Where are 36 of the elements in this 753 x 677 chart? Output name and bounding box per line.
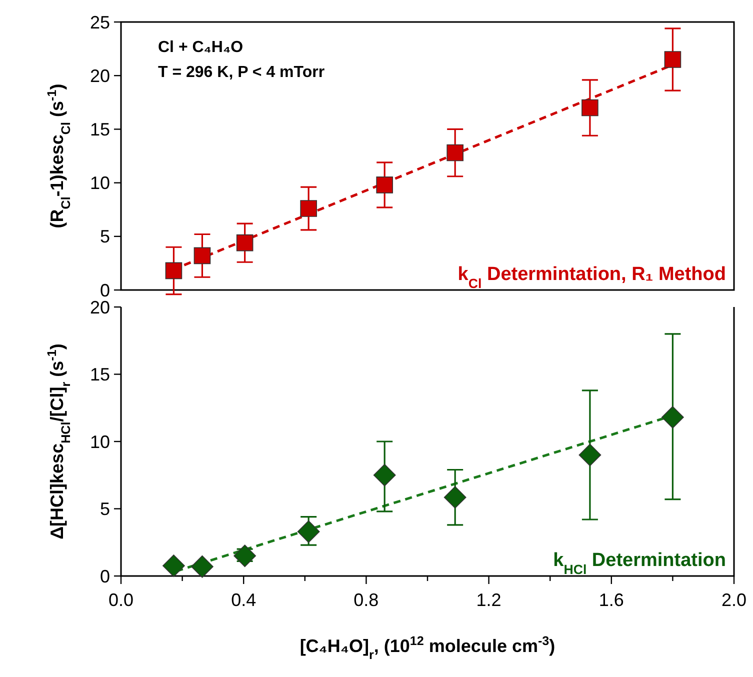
y-tick-label: 15 <box>90 364 110 385</box>
annotation: T = 296 K, P < 4 mTorr <box>158 64 325 81</box>
y-tick-label: 15 <box>90 120 110 140</box>
point <box>664 51 682 68</box>
x-tick-label: 0.8 <box>354 590 379 610</box>
x-tick-label: 1.6 <box>598 590 624 610</box>
point <box>373 464 396 486</box>
y-tick-label: 5 <box>100 499 110 520</box>
x-tick-label: 2.0 <box>721 590 747 610</box>
point <box>444 486 466 509</box>
point <box>236 234 254 252</box>
x-axis-title: [C₄H₄O]$_{r}$, (10$^{12}$ molecule cm$^{-3}$) <box>300 634 556 662</box>
y-tick-label: 10 <box>90 432 110 452</box>
annotation: k$_{HCl}$ Determintation <box>553 550 726 576</box>
y-tick-label: 20 <box>90 66 110 86</box>
point <box>234 544 256 568</box>
x-tick-label: 0.4 <box>231 590 256 610</box>
point <box>578 444 602 466</box>
x-tick-label: 0.0 <box>108 590 134 610</box>
x-tick-label: 1.2 <box>476 590 502 610</box>
y-tick-label: 5 <box>100 226 110 247</box>
point <box>582 99 598 116</box>
y-tick-label: 25 <box>90 12 110 32</box>
y-tick-label: 10 <box>90 173 110 194</box>
point <box>297 520 320 543</box>
point <box>191 555 214 578</box>
point <box>376 176 393 194</box>
point <box>194 247 211 264</box>
annotation: Cl + C₄H₄O <box>158 39 244 56</box>
point <box>662 406 684 428</box>
annotation: k$_{Cl}$ Determintation, R₁ Method <box>458 264 726 290</box>
point <box>300 200 317 217</box>
point <box>162 554 185 577</box>
point <box>446 144 464 162</box>
point <box>165 262 182 280</box>
y-tick-label: 0 <box>100 566 110 586</box>
